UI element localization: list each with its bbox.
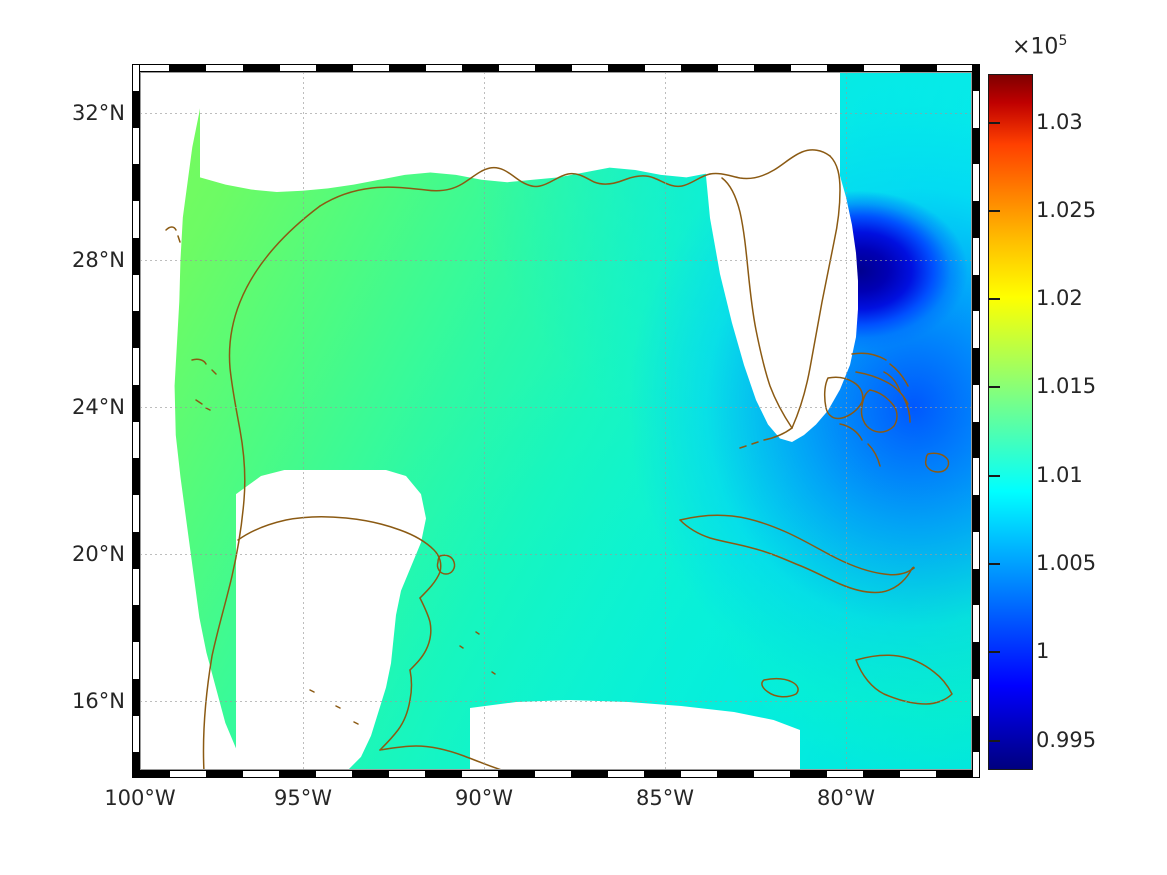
colorbar[interactable] [988, 74, 1033, 770]
colorbar-label-1.025: 1.025 [1036, 198, 1097, 222]
x-tick-label-90W: 90°W [455, 786, 513, 810]
map-frame-left [132, 64, 140, 778]
gridline-lat-16 [140, 701, 972, 702]
colorbar-tick-1.02 [988, 298, 1000, 300]
colorbar-tick-1.01 [988, 475, 1000, 477]
colorbar-tick-1 [988, 651, 1000, 653]
map-frame-right [972, 64, 980, 778]
gridline-lon-95 [303, 72, 304, 770]
axes-inner-rule-top [140, 72, 972, 73]
gridline-lon-90 [484, 72, 485, 770]
y-tick-label-16N: 16°N [72, 689, 125, 713]
colorbar-multiplier-prefix: × [1012, 34, 1031, 60]
y-tick-label-20N: 20°N [72, 542, 125, 566]
gridline-lat-28 [140, 260, 972, 261]
y-tick-label-28N: 28°N [72, 248, 125, 272]
colorbar-multiplier-label: ×105 [1012, 33, 1067, 59]
axes-inner-rule-bottom [140, 769, 972, 770]
colorbar-tick-1.025 [988, 210, 1000, 212]
colorbar-label-1.02: 1.02 [1036, 286, 1083, 310]
gridline-lat-20 [140, 554, 972, 555]
colorbar-label-1.015: 1.015 [1036, 374, 1097, 398]
colorbar-multiplier-base: 10 [1030, 34, 1059, 60]
colorbar-label-0.995: 0.995 [1036, 728, 1097, 752]
colorbar-tick-1.03 [988, 122, 1000, 124]
coastlines-overlay [165, 149, 953, 773]
colorbar-tick-1.005 [988, 563, 1000, 565]
x-tick-label-100W: 100°W [104, 786, 176, 810]
y-tick-label-24N: 24°N [72, 395, 125, 419]
pressure-field-layer [140, 72, 972, 770]
gridline-lon-80 [846, 72, 847, 770]
map-frame-top [132, 64, 980, 72]
map-frame-bottom [132, 770, 980, 778]
x-tick-label-85W: 85°W [636, 786, 694, 810]
colorbar-label-1.005: 1.005 [1036, 551, 1097, 575]
x-tick-label-80W: 80°W [817, 786, 875, 810]
colorbar-tick-0.995 [988, 740, 1000, 742]
colorbar-tick-1.015 [988, 386, 1000, 388]
gridline-lon-85 [665, 72, 666, 770]
y-tick-label-32N: 32°N [72, 101, 125, 125]
map-axes [132, 64, 980, 778]
colorbar-label-1: 1 [1036, 639, 1050, 663]
x-tick-label-95W: 95°W [274, 786, 332, 810]
axes-inner-rule-left [140, 72, 141, 770]
colorbar-multiplier-exponent: 5 [1058, 33, 1068, 49]
colorbar-label-1.01: 1.01 [1036, 463, 1083, 487]
axes-inner-rule-right [971, 72, 972, 770]
colorbar-label-1.03: 1.03 [1036, 110, 1083, 134]
gridline-lat-24 [140, 407, 972, 408]
gridline-lat-32 [140, 113, 972, 114]
